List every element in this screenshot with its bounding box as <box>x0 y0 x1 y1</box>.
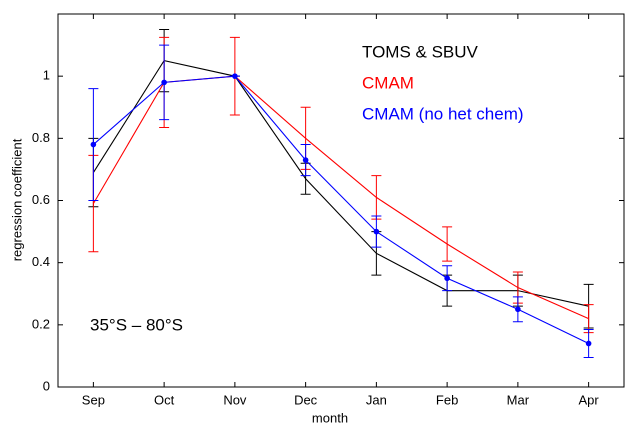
y-tick-label: 0 <box>43 378 50 393</box>
series-line <box>92 60 589 307</box>
point <box>515 306 521 313</box>
x-tick-label: Mar <box>507 392 530 407</box>
error-bar <box>442 226 453 262</box>
point <box>585 340 592 347</box>
x-tick-label: Sep <box>82 392 105 407</box>
x-axis-label: month <box>312 410 348 425</box>
annotation: 35°S – 80°S <box>90 315 183 334</box>
y-tick-label: 1 <box>43 68 50 83</box>
point <box>373 228 380 235</box>
legend-entry: CMAM <box>362 73 414 92</box>
x-tick-label: Oct <box>154 392 175 407</box>
legend-entry: CMAM (no het chem) <box>362 104 524 123</box>
point <box>302 157 309 163</box>
y-tick-label: 0.2 <box>32 316 50 331</box>
x-tick-label: Feb <box>436 392 458 407</box>
error-bar <box>371 175 382 220</box>
y-tick-label: 0.8 <box>32 130 50 145</box>
point <box>444 275 450 282</box>
series-line <box>93 75 589 344</box>
x-tick-label: Jan <box>366 392 387 407</box>
point <box>161 79 167 86</box>
y-tick-label: 0.6 <box>32 192 50 207</box>
point <box>90 141 97 148</box>
y-axis-label: regression coefficient <box>9 138 24 261</box>
x-tick-label: Dec <box>294 392 318 407</box>
x-tick-label: Apr <box>579 392 600 407</box>
point <box>232 73 238 79</box>
legend-entry: TOMS & SBUV <box>362 42 479 61</box>
y-tick-label: 0.4 <box>32 254 50 269</box>
x-tick-label: Nov <box>223 392 247 407</box>
